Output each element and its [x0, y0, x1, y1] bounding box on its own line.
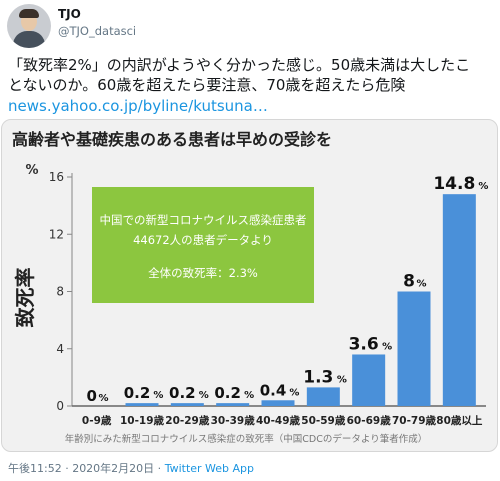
x-tick-label-1: 10-19歳 — [120, 414, 165, 427]
tweet-link[interactable]: news.yahoo.co.jp/byline/kutsuna… — [8, 97, 268, 115]
avatar-body — [13, 31, 45, 48]
x-tick-label-2: 20-29歳 — [165, 414, 210, 427]
bar-value-unit-1: % — [153, 390, 163, 401]
chart-title: 高齢者や基礎疾患のある患者は早めの受診を — [12, 130, 333, 149]
bar-7 — [397, 291, 431, 406]
image-card[interactable]: 高齢者や基礎疾患のある患者は早めの受診を % 致死率 0 4 8 12 16 0% 0-9歳 0.… — [1, 119, 498, 452]
bar-value-unit-6: % — [382, 341, 392, 352]
y-axis-label: 致死率 — [13, 268, 37, 328]
author-display-name[interactable]: TJO — [58, 7, 81, 21]
bar-value-label-7: 8 — [403, 272, 415, 292]
x-tick-label-3: 30-39歳 — [211, 414, 256, 427]
x-tick-label-0: 0-9歳 — [82, 414, 112, 427]
bar-value-label-5: 1.3 — [303, 367, 333, 387]
bar-value-unit-2: % — [199, 390, 209, 401]
chart-caption: 年齢別にみた新型コロナウイルス感染症の致死率（中国CDCのデータより筆者作成） — [65, 433, 427, 445]
y-tick-label-1: 4 — [56, 342, 64, 356]
y-tick-label-0: 0 — [56, 399, 64, 413]
bar-value-unit-8: % — [478, 181, 488, 192]
bar-8 — [442, 194, 476, 406]
bar-value-label-3: 0.2 — [214, 384, 241, 402]
y-axis-unit: % — [25, 163, 38, 178]
tweet-meta: 午後11:52 · 2020年2月20日 · Twitter Web App — [8, 460, 254, 476]
tweet-text-line-2: とないのか。60歳を超えたら要注意、70歳を超えたら危険 — [8, 76, 406, 94]
y-tick-label-3: 12 — [49, 227, 64, 241]
bar-value-label-1: 0.2 — [124, 384, 151, 402]
source-app[interactable]: Twitter Web App — [164, 462, 255, 475]
bar-value-unit-7: % — [417, 279, 427, 290]
note-box — [92, 187, 314, 303]
x-tick-label-6: 60-69歳 — [347, 414, 392, 427]
bar-value-unit-0: % — [98, 393, 108, 404]
x-tick-label-5: 50-59歳 — [301, 414, 346, 427]
x-tick-label-7: 70-79歳 — [392, 414, 437, 427]
bar-chart: % 致死率 0 4 8 12 16 0 % 0-9歳 0.2 % 10-19歳 0.2 % 20-29歳 0.2… — [13, 163, 488, 445]
x-tick-label-8: 80歳以上 — [436, 414, 483, 427]
bar-value-unit-3: % — [244, 390, 254, 401]
avatar[interactable] — [7, 4, 51, 48]
bar-4 — [261, 400, 295, 406]
y-tick-label-4: 16 — [49, 170, 64, 184]
bar-6 — [352, 354, 386, 406]
note-box-line-1: 中国での新型コロナウイルス感染症患者 — [100, 213, 307, 227]
avatar-hair — [19, 9, 39, 18]
bar-value-unit-5: % — [337, 374, 347, 385]
x-tick-label-4: 40-49歳 — [256, 414, 301, 427]
bar-2 — [170, 403, 204, 406]
tweet-text: 「致死率2%」の内訳がようやく分かった感じ。50歳未満は大したこ とないのか。6… — [8, 55, 496, 95]
bar-value-label-2: 0.2 — [169, 384, 196, 402]
author-handle[interactable]: @TJO_datasci — [58, 24, 137, 38]
bar-value-label-6: 3.6 — [349, 334, 379, 354]
tweet-text-line-1: 「致死率2%」の内訳がようやく分かった感じ。50歳未満は大したこ — [8, 56, 471, 74]
note-box-line-3: 全体の致死率：2.3% — [148, 266, 258, 280]
meta-separator: · — [154, 462, 165, 475]
bar-value-label-4: 0.4 — [260, 381, 287, 399]
bar-value-label-0: 0 — [86, 387, 96, 405]
timestamp[interactable]: 午後11:52 · 2020年2月20日 — [8, 462, 155, 475]
bar-value-label-8: 14.8 — [433, 174, 475, 194]
bar-3 — [216, 403, 250, 406]
y-tick-label-2: 8 — [56, 285, 64, 299]
note-box-line-2: 44672人の患者データより — [133, 233, 273, 247]
bar-1 — [125, 403, 159, 406]
bar-5 — [306, 387, 340, 406]
bar-value-unit-4: % — [289, 387, 299, 398]
